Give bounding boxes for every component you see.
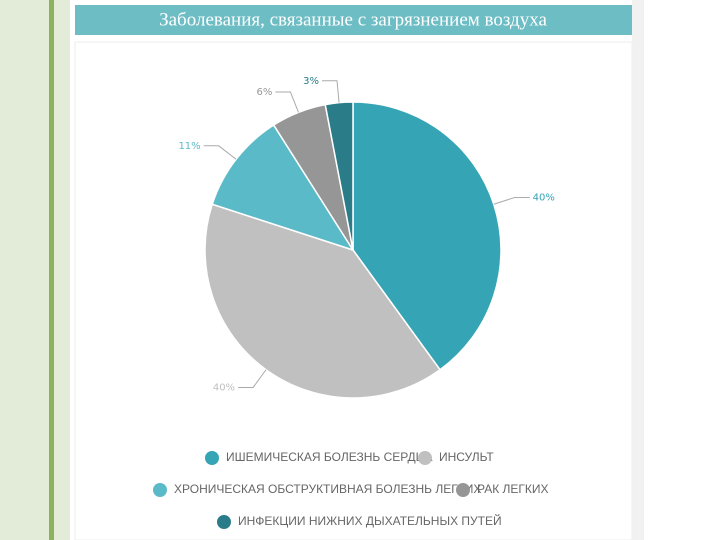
data-label: 40% xyxy=(533,192,555,203)
legend-label: ХРОНИЧЕСКАЯ ОБСТРУКТИВНАЯ БОЛЕЗНЬ ЛЕГКИХ xyxy=(174,482,481,496)
right-shade xyxy=(632,0,644,540)
legend-label: ИНФЕКЦИИ НИЖНИХ ДЫХАТЕЛЬНЫХ ПУТЕЙ xyxy=(238,513,502,528)
data-label: 11% xyxy=(178,141,200,152)
pie-slice xyxy=(352,101,502,371)
side-stripe xyxy=(49,0,54,540)
legend-marker xyxy=(418,451,432,465)
legend-marker xyxy=(153,483,167,497)
leader-line xyxy=(203,145,237,160)
title-bar xyxy=(75,5,632,35)
legend-label: ИШЕМИЧЕСКАЯ БОЛЕЗНЬ СЕРДЦА xyxy=(226,450,432,464)
data-label: 40% xyxy=(213,383,235,394)
legend-label: РАК ЛЕГКИХ xyxy=(477,482,549,496)
legend-marker xyxy=(456,483,470,497)
leader-line xyxy=(322,80,340,103)
legend-label: ИНСУЛЬТ xyxy=(439,450,494,464)
leader-line xyxy=(238,369,267,389)
data-label: 3% xyxy=(303,76,319,87)
data-label: 6% xyxy=(257,87,273,98)
leader-line xyxy=(493,196,530,205)
legend-marker xyxy=(205,451,219,465)
pie-slice xyxy=(211,124,355,252)
pie-slice xyxy=(204,203,442,399)
legend-marker xyxy=(217,515,231,529)
chart-title: Заболевания, связанные с загрязнением во… xyxy=(159,9,547,30)
side-band xyxy=(0,0,70,540)
leader-line xyxy=(275,91,299,113)
